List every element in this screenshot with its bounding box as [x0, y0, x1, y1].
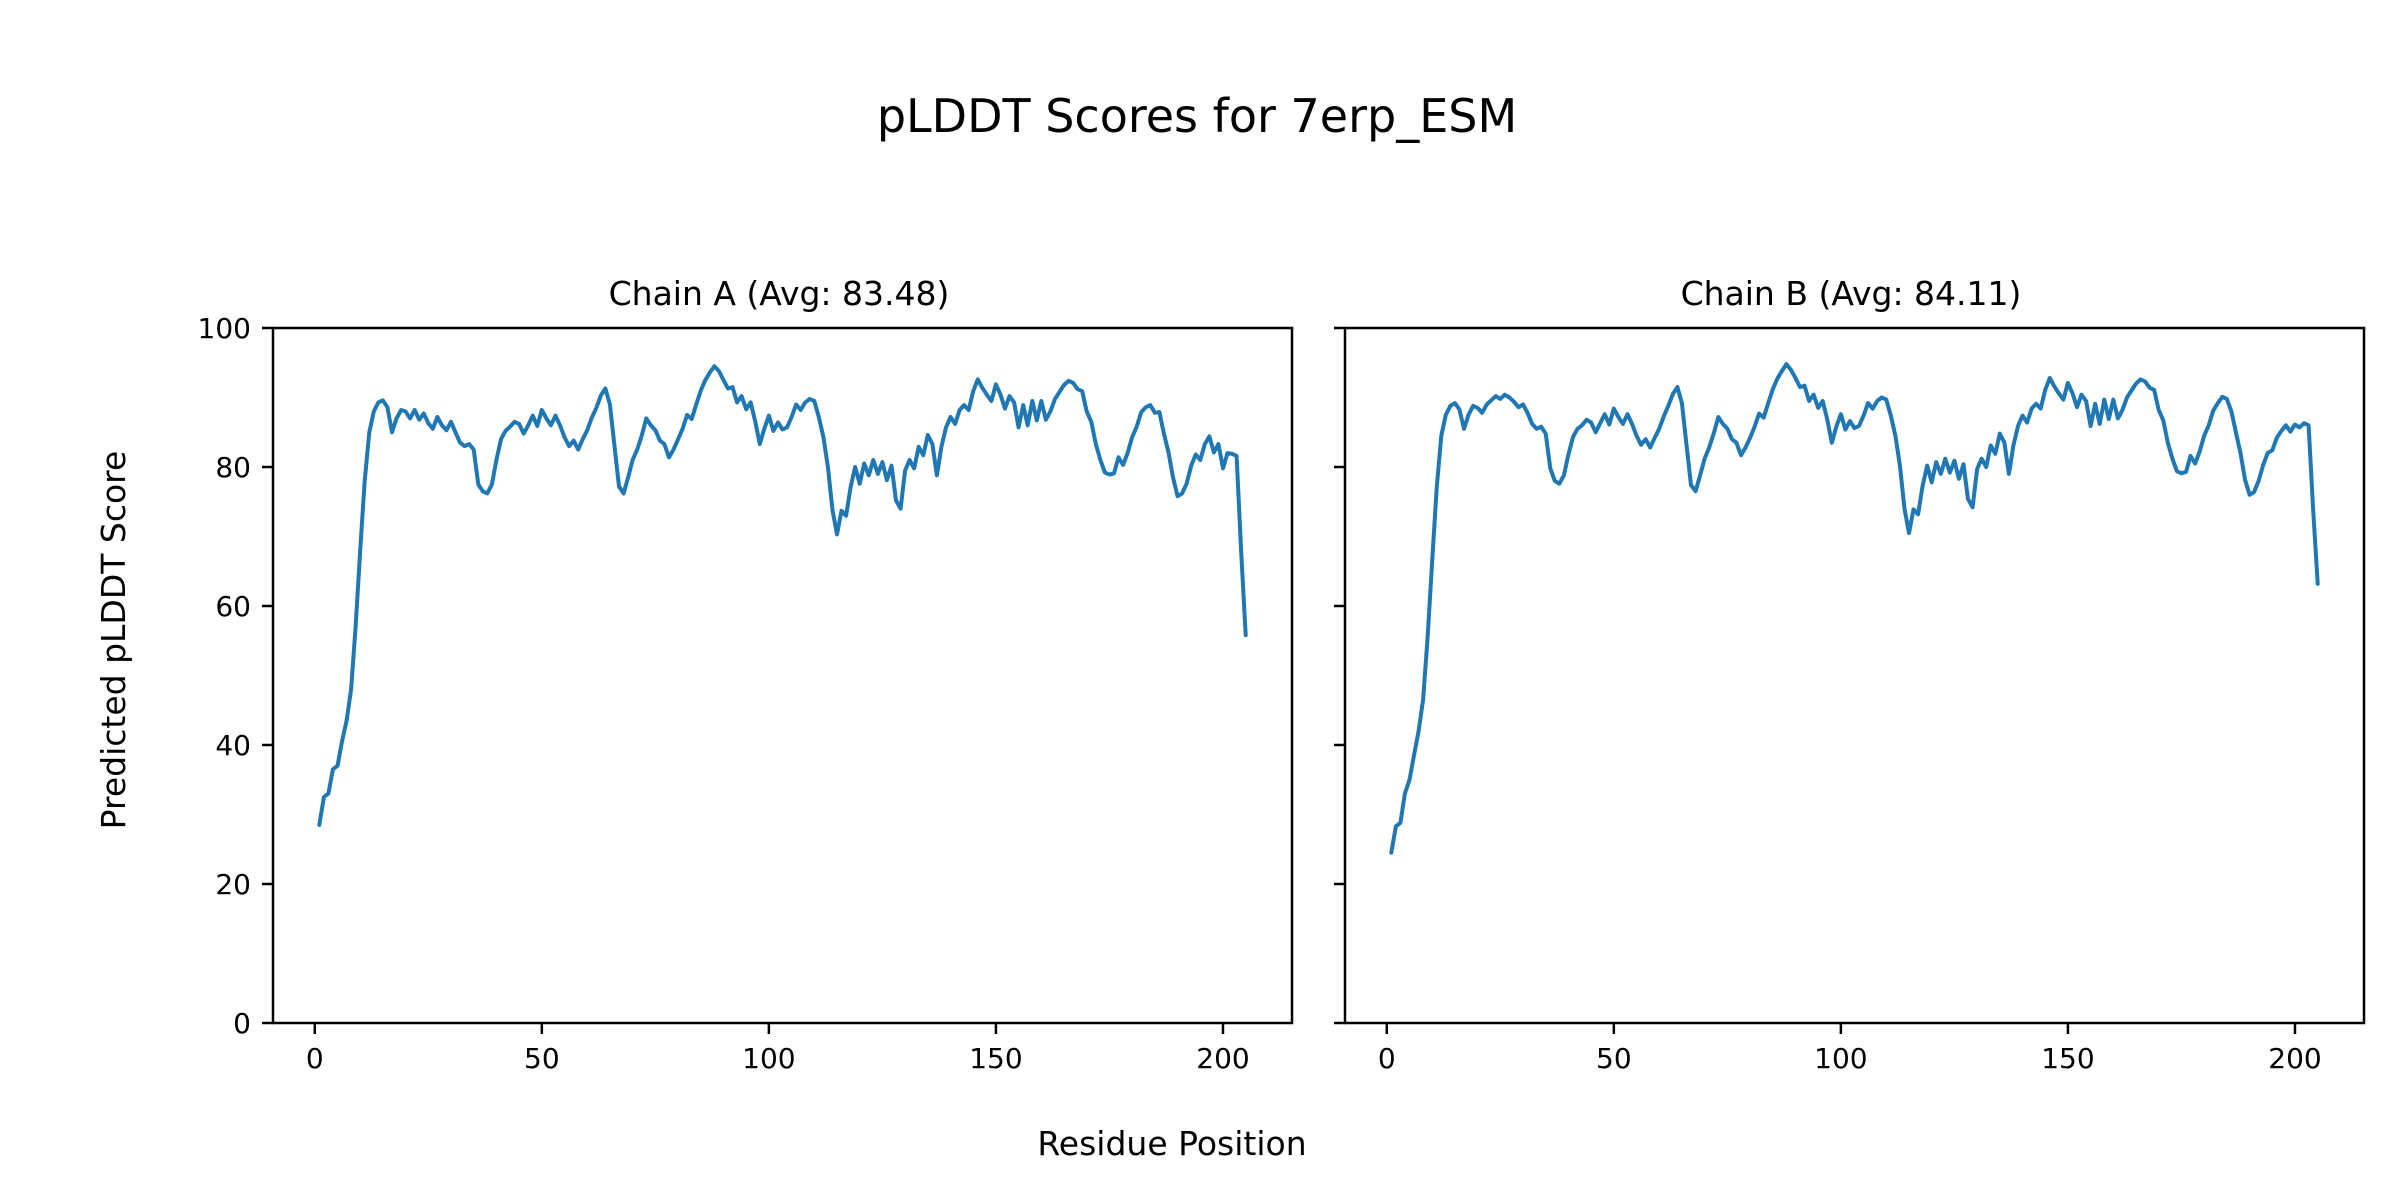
chain-b-x-tick-label: 200 [2268, 1042, 2321, 1075]
chain-b-axes: 0 50 100 150 200 [1334, 326, 2366, 1075]
x-axis-label: Residue Position [1037, 1124, 1306, 1163]
subplot-title-chain-a: Chain A (Avg: 83.48) [609, 274, 950, 313]
chain-a-x-tick-label: 0 [306, 1042, 324, 1075]
chain-a-plot-frame [271, 326, 1294, 1025]
chain-b-x-tick-label: 0 [1378, 1042, 1396, 1075]
chain-a-y-tick-label: 40 [215, 729, 251, 762]
chain-a-axes: 0 50 100 150 200 0 20 40 60 80 100 [198, 312, 1294, 1075]
chain-a-y-tick-label: 0 [233, 1007, 251, 1040]
chain-a-x-tick-label: 200 [1196, 1042, 1249, 1075]
chain-b-x-tick-label: 150 [2041, 1042, 2094, 1075]
chain-a-x-tick-label: 100 [742, 1042, 795, 1075]
chain-a-y-tick-label: 80 [215, 451, 251, 484]
y-axis-label: Predicted pLDDT Score [94, 451, 133, 830]
chain-b-x-tick-label: 50 [1596, 1042, 1632, 1075]
chain-a-y-tick-label: 60 [215, 590, 251, 623]
chain-b-x-tick-label: 100 [1814, 1042, 1867, 1075]
figure-title: pLDDT Scores for 7erp_ESM [877, 89, 1517, 143]
chain-a-x-tick-label: 50 [524, 1042, 560, 1075]
chain-a-x-tick-label: 150 [969, 1042, 1022, 1075]
chain-b-plot-frame [1343, 326, 2366, 1025]
plddt-line-chain-a [317, 364, 1248, 827]
subplot-title-chain-b: Chain B (Avg: 84.11) [1681, 274, 2022, 313]
chain-a-y-tick-label: 20 [215, 868, 251, 901]
chain-a-y-tick-label: 100 [198, 312, 251, 345]
plddt-line-chain-b [1389, 362, 2320, 855]
